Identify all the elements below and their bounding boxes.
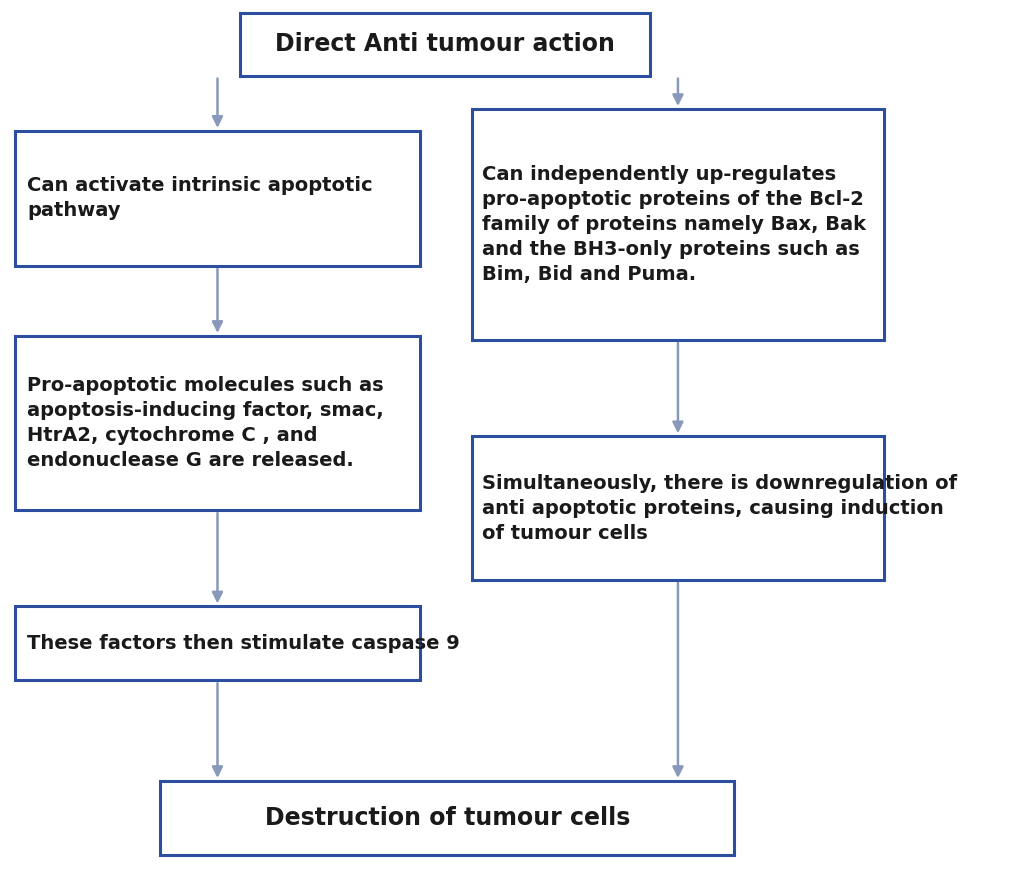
Text: Can activate intrinsic apoptotic
pathway: Can activate intrinsic apoptotic pathway xyxy=(27,176,373,220)
Text: Destruction of tumour cells: Destruction of tumour cells xyxy=(265,806,630,830)
Text: Simultaneously, there is downregulation of
anti apoptotic proteins, causing indu: Simultaneously, there is downregulation … xyxy=(482,474,957,543)
FancyBboxPatch shape xyxy=(15,130,421,266)
Text: These factors then stimulate caspase 9: These factors then stimulate caspase 9 xyxy=(27,634,460,653)
Text: Can independently up-regulates
pro-apoptotic proteins of the Bcl-2
family of pro: Can independently up-regulates pro-apopt… xyxy=(482,165,866,284)
FancyBboxPatch shape xyxy=(241,13,650,76)
FancyBboxPatch shape xyxy=(472,436,885,580)
FancyBboxPatch shape xyxy=(160,781,735,855)
FancyBboxPatch shape xyxy=(15,606,421,680)
FancyBboxPatch shape xyxy=(472,109,885,340)
FancyBboxPatch shape xyxy=(15,336,421,510)
Text: Direct Anti tumour action: Direct Anti tumour action xyxy=(275,33,615,56)
Text: Pro-apoptotic molecules such as
apoptosis-inducing factor, smac,
HtrA2, cytochro: Pro-apoptotic molecules such as apoptosi… xyxy=(27,376,384,470)
